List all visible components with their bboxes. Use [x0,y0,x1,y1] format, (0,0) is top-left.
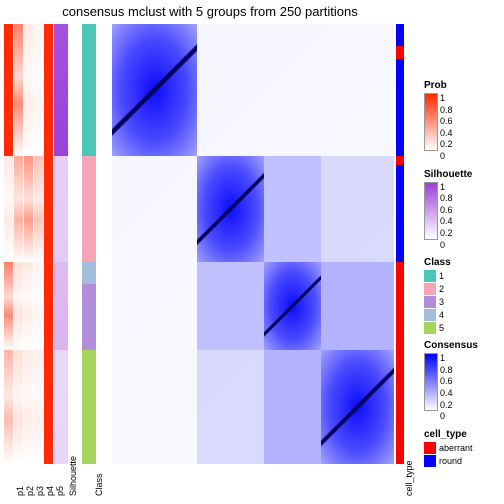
legend-consensus: Consensus10.80.60.40.20 [424,340,502,423]
consensus-heatmap [112,24,394,464]
legend-prob: Prob10.80.60.40.20 [424,80,502,163]
p2-track [14,24,23,464]
legend-class: Class12345 [424,257,502,334]
axis-label: p4 [45,486,55,496]
axis-label: p1 [15,486,25,496]
legend-cell_type: cell_typeaberrantround [424,429,502,467]
axis-label: cell_type [404,460,414,496]
axis-label: p5 [55,486,65,496]
axis-label: Silhouette [68,456,78,496]
p1-track [4,24,13,464]
p3-track [24,24,33,464]
class-track [82,24,96,464]
cell-type-track [396,24,404,464]
p4-track [34,24,43,464]
p5-track [44,24,53,464]
legend-silhouette: Silhouette10.80.60.40.20 [424,169,502,252]
plot-title: consensus mclust with 5 groups from 250 … [0,4,420,19]
legends: Prob10.80.60.40.20Silhouette10.80.60.40.… [424,80,502,473]
axis-label: p2 [25,486,35,496]
axis-label: p3 [35,486,45,496]
axis-label: Class [94,473,104,496]
annotation-columns [4,24,96,464]
silhouette-track [54,24,68,464]
plot-area [4,24,404,464]
